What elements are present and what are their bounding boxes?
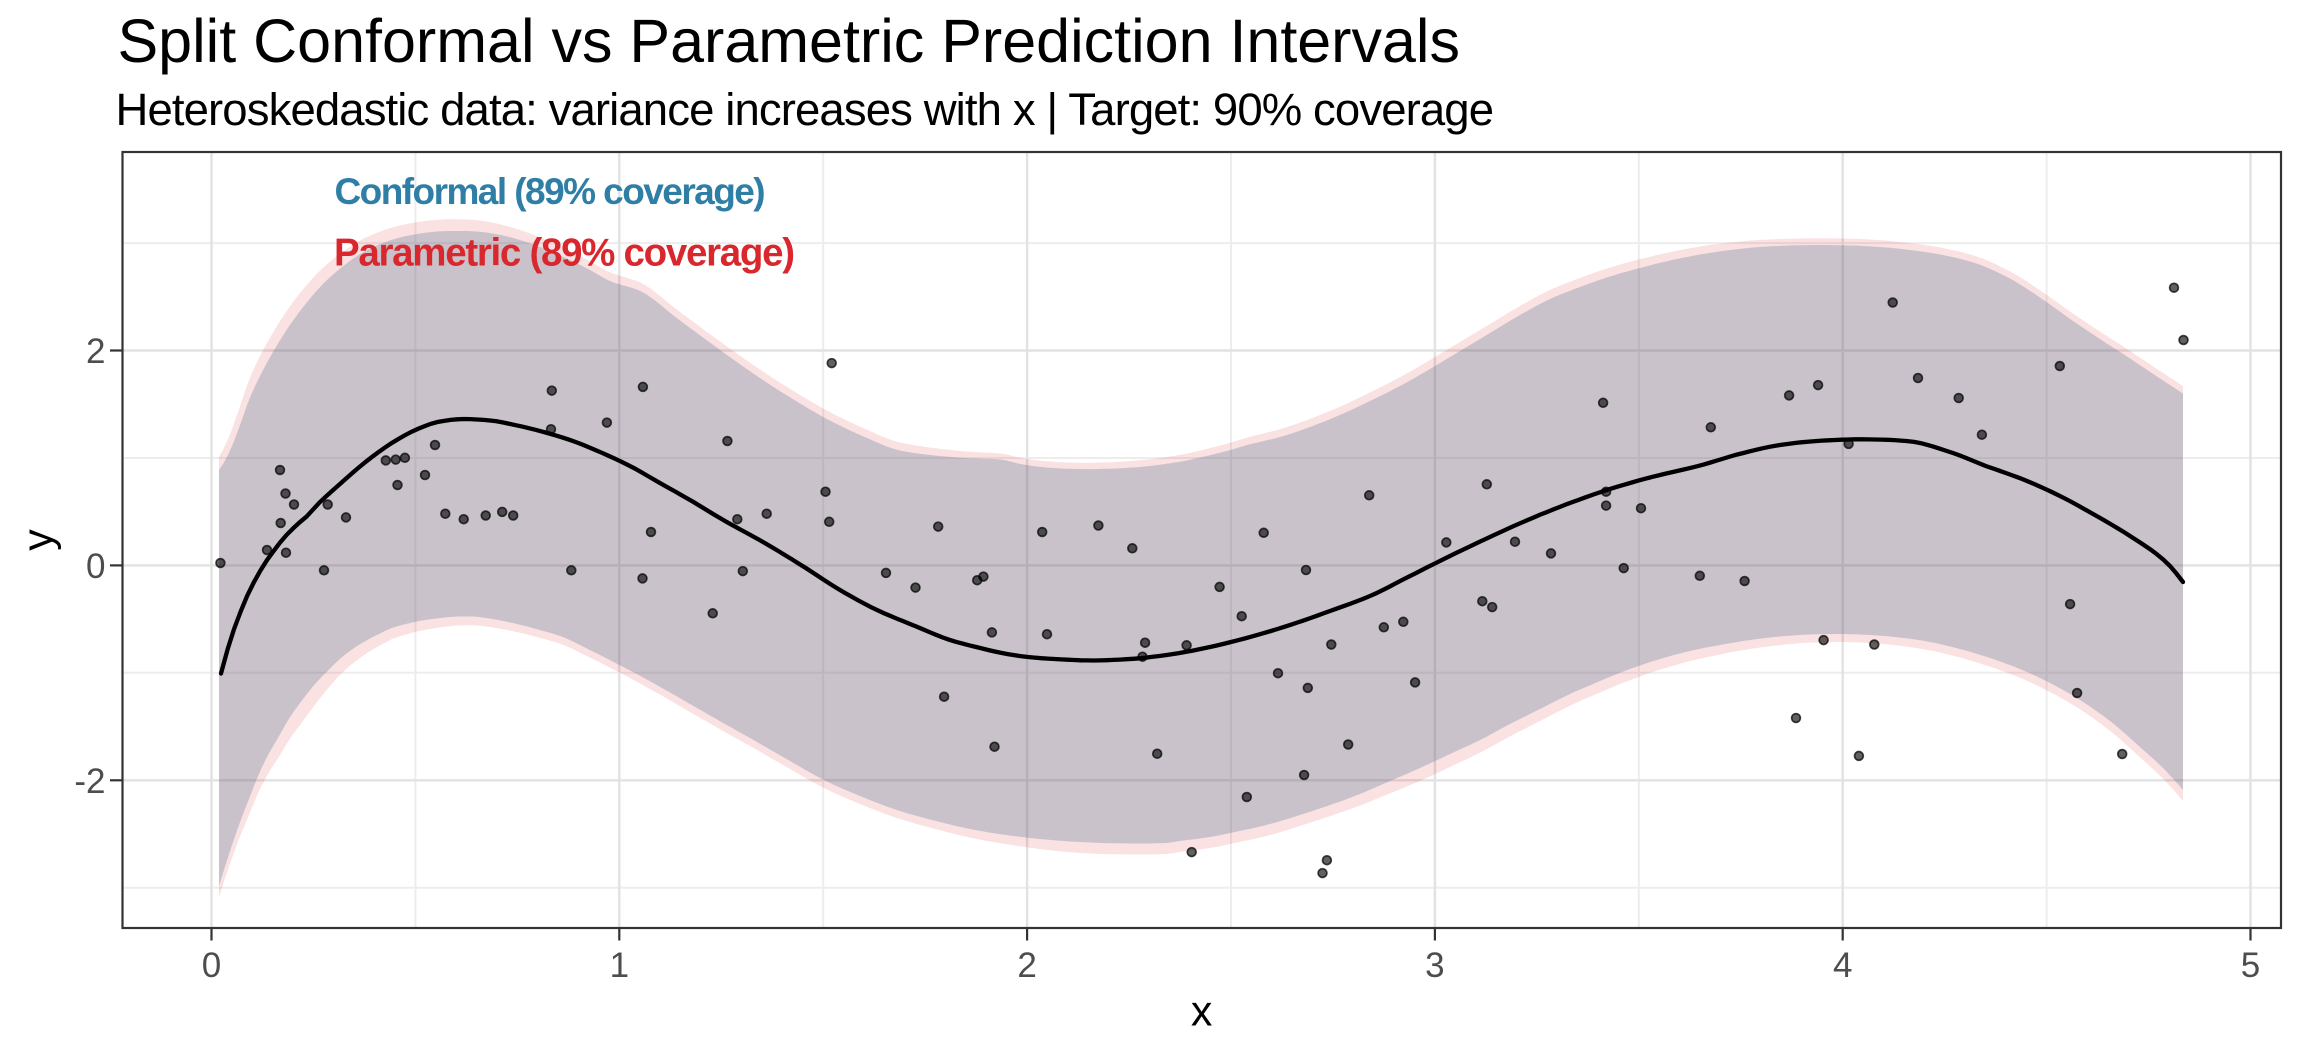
svg-text:1: 1 xyxy=(610,946,629,985)
svg-text:Conformal (89% coverage): Conformal (89% coverage) xyxy=(335,171,765,212)
svg-text:0: 0 xyxy=(86,547,105,586)
svg-text:3: 3 xyxy=(1425,946,1444,985)
svg-text:5: 5 xyxy=(2241,946,2260,985)
svg-text:-2: -2 xyxy=(74,762,105,801)
svg-text:0: 0 xyxy=(202,946,221,985)
svg-text:4: 4 xyxy=(1833,946,1852,985)
svg-text:Parametric (89% coverage): Parametric (89% coverage) xyxy=(334,232,794,275)
svg-text:2: 2 xyxy=(86,332,105,371)
svg-text:2: 2 xyxy=(1017,946,1036,985)
svg-text:Split Conformal vs Parametric: Split Conformal vs Parametric Prediction… xyxy=(118,7,1460,75)
svg-text:y: y xyxy=(14,529,62,551)
svg-text:Heteroskedastic data: variance: Heteroskedastic data: variance increases… xyxy=(116,84,1494,135)
svg-text:x: x xyxy=(1191,988,1213,1036)
